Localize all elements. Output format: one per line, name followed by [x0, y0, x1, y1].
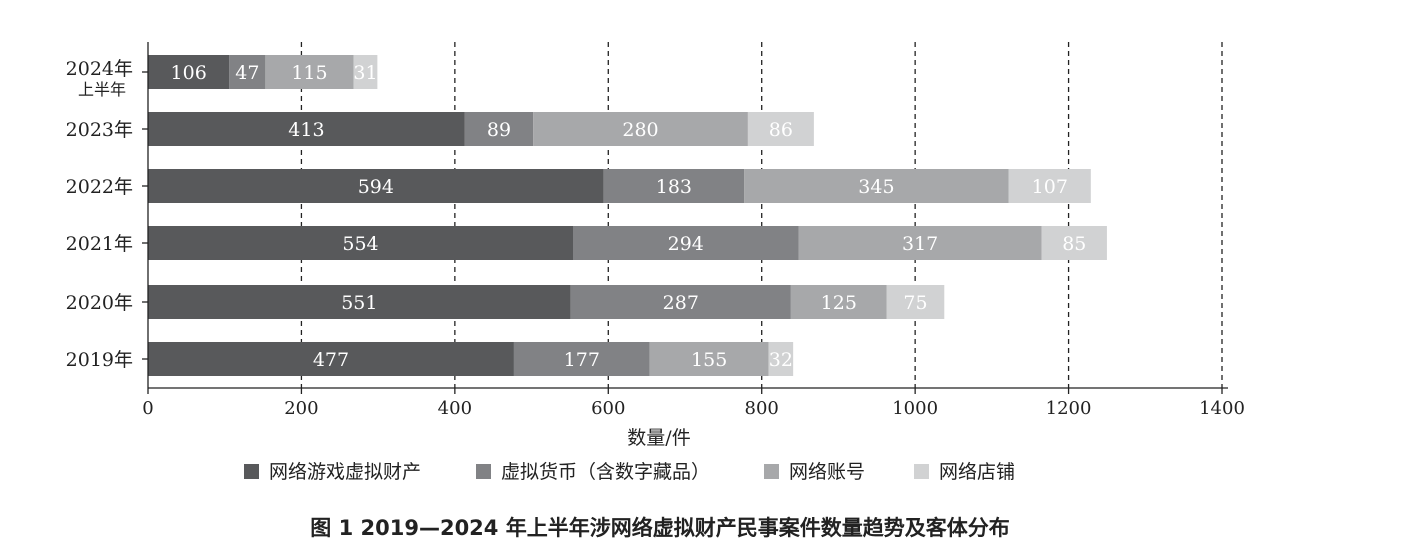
bar-value-label: 594: [358, 176, 394, 198]
x-axis-title: 数量/件: [627, 427, 690, 449]
bar-value-label: 75: [903, 292, 927, 314]
bar-value-label: 125: [821, 292, 857, 314]
bar-segment: [1008, 169, 1091, 203]
x-tick-label: 200: [284, 398, 318, 419]
x-tick-label: 1200: [1046, 398, 1092, 419]
bar-value-label: 477: [313, 349, 349, 371]
bar-value-label: 86: [769, 119, 793, 141]
bar-segment: [570, 285, 791, 319]
legend-label: 网络账号: [789, 461, 865, 483]
legend-swatch: [476, 464, 491, 479]
bar-value-label: 47: [235, 62, 259, 84]
bar-segment: [1041, 226, 1107, 260]
bar-segment: [572, 226, 799, 260]
x-tick-label: 1400: [1199, 398, 1245, 419]
bars: 106 47 115 31 413 89 280 86 594 183 345 107 554 294 31…: [148, 55, 1107, 376]
legend: 网络游戏虚拟财产 虚拟货币（含数字藏品） 网络账号 网络店铺: [244, 461, 1015, 483]
bar-value-label: 345: [858, 176, 894, 198]
bar-segment: [513, 342, 650, 376]
x-tick-label: 1000: [892, 398, 938, 419]
bar-segment: [603, 169, 745, 203]
bar-segment: [148, 112, 465, 146]
bar-segment: [790, 285, 887, 319]
bar-value-label: 551: [341, 292, 377, 314]
bar-segment: [148, 342, 514, 376]
bar-segment: [744, 169, 1009, 203]
bar-value-label: 106: [171, 62, 207, 84]
y-tick-label: 2021年: [66, 233, 133, 255]
x-tick-label: 400: [438, 398, 472, 419]
y-tick-label: 2020年: [66, 292, 133, 314]
bar-segment: [148, 55, 230, 89]
bar-segment: [353, 55, 378, 89]
legend-label: 虚拟货币（含数字藏品）: [501, 461, 710, 483]
bar-value-label: 177: [564, 349, 600, 371]
bar-value-label: 183: [656, 176, 692, 198]
y-tick-label: 2019年: [66, 349, 133, 371]
bar-value-label: 89: [487, 119, 511, 141]
bar-segment: [533, 112, 748, 146]
bar-value-label: 85: [1062, 233, 1086, 255]
y-tick-label: 2023年: [66, 119, 133, 141]
bar-segment: [265, 55, 354, 89]
legend-swatch: [914, 464, 929, 479]
legend-swatch: [764, 464, 779, 479]
legend-label: 网络游戏虚拟财产: [269, 461, 421, 483]
bar-value-label: 155: [691, 349, 727, 371]
x-tick-label: 800: [745, 398, 779, 419]
bar-value-label: 115: [291, 62, 327, 84]
x-tick-label: 0: [142, 398, 153, 419]
bar-segment: [798, 226, 1042, 260]
bar-segment: [747, 112, 814, 146]
figure-caption: 图 1 2019—2024 年上半年涉网络虚拟财产民事案件数量趋势及客体分布: [310, 516, 1010, 540]
bar-value-label: 413: [288, 119, 324, 141]
y-tick-label-sub: 上半年: [78, 80, 126, 99]
bar-segment: [768, 342, 794, 376]
bar-value-label: 294: [668, 233, 704, 255]
bar-value-label: 280: [622, 119, 658, 141]
bar-segment: [148, 226, 573, 260]
bar-value-label: 554: [342, 233, 378, 255]
legend-label: 网络店铺: [939, 461, 1015, 483]
y-tick-label: 2022年: [66, 176, 133, 198]
bar-segment: [886, 285, 945, 319]
bar-segment: [229, 55, 266, 89]
x-tick-label: 600: [591, 398, 625, 419]
bar-value-label: 31: [353, 62, 377, 84]
bar-segment: [464, 112, 534, 146]
bar-segment: [649, 342, 769, 376]
bar-segment: [148, 285, 571, 319]
bar-value-label: 32: [769, 349, 793, 371]
bar-value-label: 317: [902, 233, 938, 255]
legend-swatch: [244, 464, 259, 479]
y-tick-label: 2024年: [66, 58, 133, 80]
bar-value-label: 287: [663, 292, 699, 314]
bar-value-label: 107: [1032, 176, 1068, 198]
gridlines: [300, 42, 1223, 388]
bar-segment: [148, 169, 604, 203]
